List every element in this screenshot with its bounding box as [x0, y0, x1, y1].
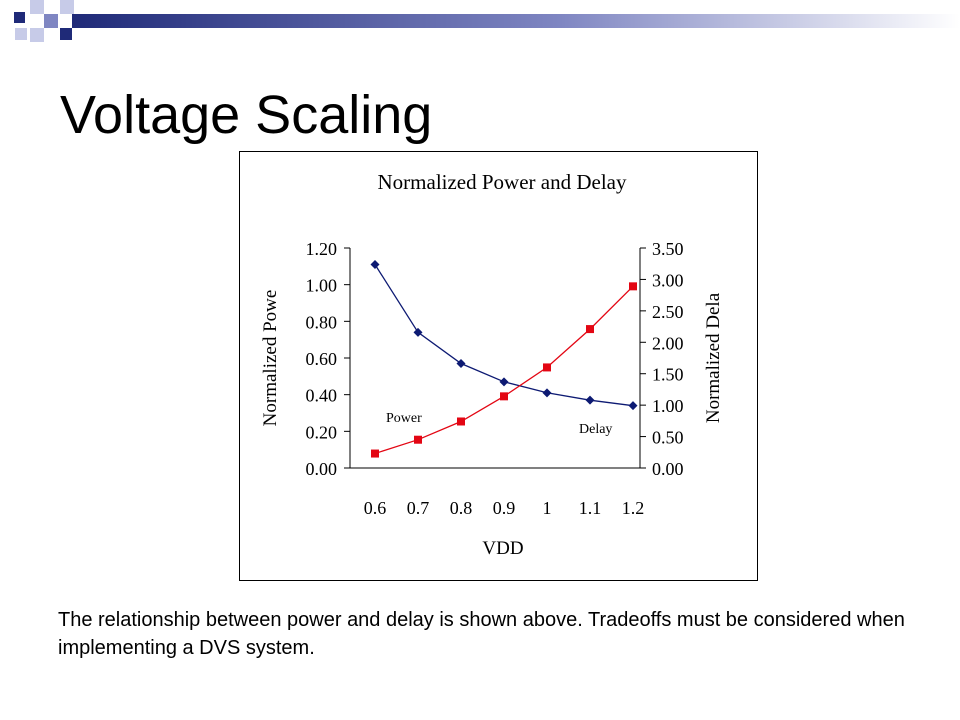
annotation-delay: Delay [579, 422, 612, 437]
right-axis-tick-label: 0.00 [652, 459, 684, 479]
right-axis-tick-label: 2.50 [652, 302, 684, 322]
x-axis-tick-label: 1.1 [579, 498, 602, 518]
x-axis-tick-label: 0.8 [450, 498, 473, 518]
data-point-power [413, 327, 423, 337]
data-point-power [628, 401, 638, 411]
accent-square-dark [14, 12, 25, 23]
data-point-power [456, 359, 466, 368]
data-point-power [585, 395, 595, 405]
right-axis-tick-label: 0.50 [652, 428, 684, 448]
right-axis-tick-label: 1.00 [652, 396, 684, 416]
right-axis-tick-label: 3.00 [652, 270, 684, 290]
annotation-power: Power [386, 411, 422, 426]
data-point-delay [543, 363, 551, 372]
accent-square-light [30, 0, 44, 14]
slide-title: Voltage Scaling [60, 85, 433, 145]
chart-title: Normalized Power and Delay [378, 170, 627, 194]
accent-square-light [60, 0, 74, 14]
slide-caption: The relationship between power and delay… [58, 609, 905, 659]
data-point-delay [414, 435, 422, 444]
right-axis-tick-label: 2.00 [652, 333, 684, 353]
accent-square-mid [44, 14, 58, 28]
x-axis-tick-label: 0.9 [493, 498, 516, 518]
left-axis-tick-label: 0.20 [306, 422, 338, 442]
data-point-delay [457, 417, 465, 426]
left-axis-tick-label: 1.00 [306, 276, 338, 296]
slide-header-decoration [14, 0, 960, 42]
left-axis-tick-label: 0.00 [306, 459, 338, 479]
header-gradient-bar [72, 14, 960, 28]
right-axis-title: Normalized Dela [703, 292, 724, 423]
left-axis-title: Normalized Powe [260, 290, 281, 427]
left-axis-tick-label: 0.40 [306, 386, 338, 406]
x-axis-tick-label: 1.2 [622, 498, 645, 518]
x-axis-title: VDD [482, 538, 523, 559]
accent-square-light [30, 28, 44, 42]
data-point-power [542, 388, 552, 398]
left-axis-tick-label: 1.20 [306, 239, 338, 259]
data-point-delay [371, 449, 379, 458]
left-axis-tick-label: 0.60 [306, 349, 338, 369]
right-axis-tick-label: 1.50 [652, 365, 684, 385]
left-axis-tick-label: 0.80 [306, 312, 338, 332]
x-axis-tick-label: 1 [543, 498, 552, 518]
data-point-power [499, 377, 509, 387]
accent-square-dark [60, 28, 72, 40]
right-axis-tick-label: 3.50 [652, 239, 684, 259]
data-point-delay [500, 392, 508, 401]
power-delay-chart: Normalized Power and Delay 0.00 0.20 0.40 0.… [260, 170, 724, 559]
data-point-delay [629, 282, 637, 291]
chart-panel: Normalized Power and Delay 0.00 0.20 0.40 0.… [239, 151, 758, 581]
accent-square-light [15, 28, 27, 40]
x-axis-tick-label: 0.6 [364, 498, 387, 518]
data-point-power [370, 260, 380, 269]
x-axis-tick-label: 0.7 [407, 498, 430, 518]
data-point-delay [586, 325, 594, 334]
